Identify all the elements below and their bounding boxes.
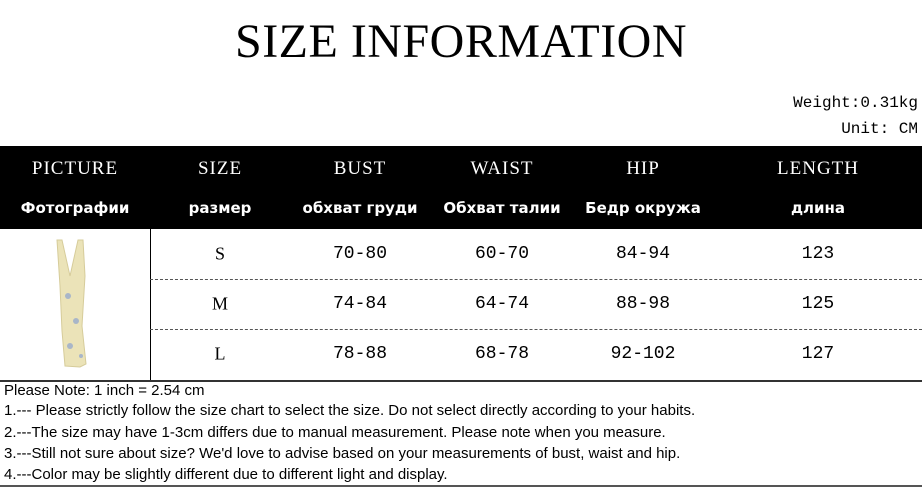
cell-bust: 74-84 [332,294,388,314]
col-bust: BUST [333,158,387,179]
cell-size: M [211,293,229,314]
col-waist-ru: Обхват талии [443,199,561,217]
row-divider [150,329,922,330]
cell-length: 127 [801,344,835,364]
cell-size: L [214,343,226,364]
cell-waist: 64-74 [474,294,530,314]
col-bust-ru: обхват груди [302,199,418,217]
cell-hip: 92-102 [610,344,676,364]
col-hip: HIP [626,158,660,179]
page-title: SIZE INFORMATION [235,15,687,68]
col-hip-ru: Бедр окружа [585,199,701,217]
note-4: 4.---Color may be slightly different due… [4,466,448,483]
col-picture: PICTURE [31,158,119,179]
cell-bust: 70-80 [332,244,388,264]
col-length: LENGTH [777,158,859,179]
dress-image [56,239,87,368]
col-waist: WAIST [470,158,534,179]
col-size: SIZE [197,158,243,179]
note-2: 2.---The size may have 1-3cm differs due… [4,424,666,441]
cell-length: 123 [801,244,835,264]
note-1: 1.--- Please strictly follow the size ch… [4,402,696,419]
cell-size: S [214,243,226,264]
table-bottom-border [0,380,922,382]
row-divider [150,279,922,280]
cell-hip: 88-98 [615,294,671,314]
unit-label: Unit: CM [841,120,918,138]
note-3: 3.---Still not sure about size? We'd lov… [4,445,681,462]
col-picture-ru: Фотографии [20,199,130,217]
picture-divider [150,229,151,380]
cell-waist: 68-78 [474,344,530,364]
col-length-ru: длина [790,199,846,217]
cell-bust: 78-88 [332,344,388,364]
weight-label: Weight:0.31kg [793,94,918,112]
cell-waist: 60-70 [474,244,530,264]
col-size-ru: размер [188,199,252,217]
table-header: PICTURE Фотографии SIZE размер BUST обхв… [0,146,922,229]
bottom-border [0,485,922,487]
note-heading: Please Note: 1 inch = 2.54 cm [4,382,205,399]
cell-hip: 84-94 [615,244,671,264]
cell-length: 125 [801,294,835,314]
